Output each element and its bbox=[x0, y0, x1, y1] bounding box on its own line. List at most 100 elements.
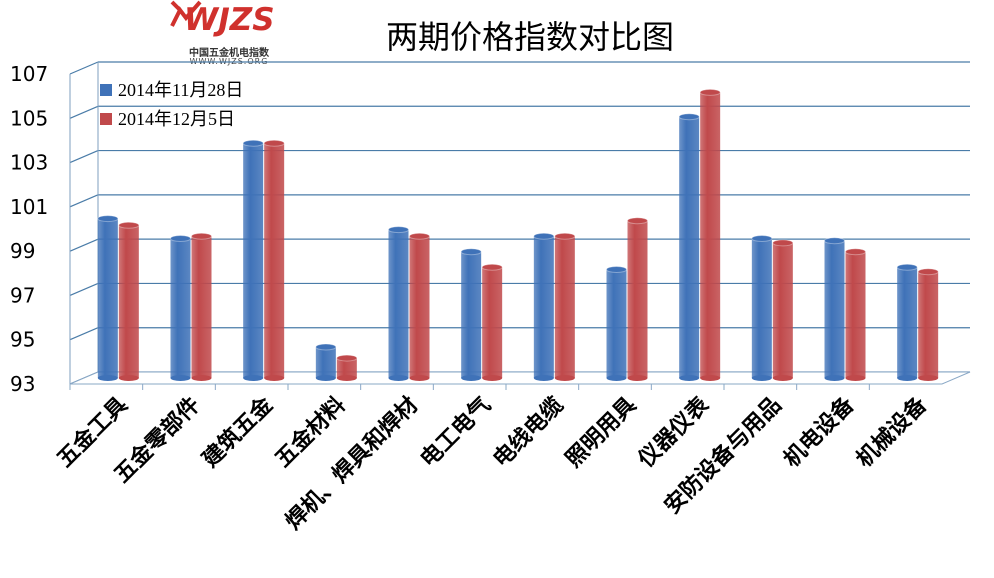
bar-series2-11 bbox=[917, 268, 939, 381]
bar-series1-10 bbox=[824, 237, 845, 381]
bar-base bbox=[243, 375, 264, 381]
bar-base bbox=[191, 375, 212, 381]
bar-series1-9 bbox=[751, 235, 773, 381]
bar-series1-11 bbox=[896, 263, 918, 381]
logo-arrow-icon bbox=[170, 0, 202, 27]
bar-series2-0 bbox=[118, 221, 140, 381]
bar-cap bbox=[699, 88, 721, 96]
bar-body bbox=[482, 267, 503, 378]
bar-body bbox=[336, 358, 357, 378]
bar-series1-8 bbox=[678, 113, 700, 381]
y-tick-label: 99 bbox=[10, 239, 35, 263]
bar-series2-6 bbox=[554, 232, 576, 381]
gridline-side bbox=[69, 282, 99, 296]
bar-series2-4 bbox=[409, 232, 430, 381]
bar-body bbox=[388, 229, 409, 378]
bar-cap bbox=[242, 139, 264, 147]
bar-body bbox=[191, 236, 212, 378]
bar-cap bbox=[118, 221, 140, 229]
bar-body bbox=[409, 236, 430, 378]
bar-base bbox=[897, 375, 918, 381]
bar-cap bbox=[772, 239, 794, 247]
x-category-label: 焊机、焊具和焊材 bbox=[281, 393, 423, 535]
bar-series1-3 bbox=[315, 343, 337, 381]
bar-body bbox=[606, 269, 627, 378]
bar-series2-1 bbox=[191, 232, 212, 381]
bar-base bbox=[315, 375, 336, 381]
bar-cap bbox=[896, 263, 918, 271]
bar-body bbox=[897, 267, 918, 378]
bar-series1-0 bbox=[97, 215, 119, 381]
bar-series2-5 bbox=[481, 263, 503, 381]
legend-label: 2014年12月5日 bbox=[118, 109, 235, 129]
bar-base bbox=[264, 375, 285, 381]
bar-body bbox=[700, 92, 721, 378]
bar-cap bbox=[388, 226, 409, 234]
x-category-label: 电工电气 bbox=[415, 392, 496, 473]
bar-body bbox=[533, 236, 554, 378]
logo-chinese-text: 中国五金机电指数 bbox=[189, 48, 269, 59]
bar-series2-7 bbox=[627, 217, 648, 381]
y-tick-label: 93 bbox=[10, 372, 35, 396]
bar-series1-2 bbox=[242, 139, 264, 381]
x-category-label: 照明用具 bbox=[561, 393, 641, 473]
bar-body bbox=[554, 236, 575, 378]
bar-base bbox=[627, 375, 648, 381]
y-axis-ticks: 93 95 97 99 101 103 105 107 bbox=[10, 62, 48, 396]
bar-series2-2 bbox=[263, 139, 285, 381]
bar-base bbox=[409, 375, 430, 381]
bar-body bbox=[118, 225, 139, 378]
bar-body bbox=[461, 251, 482, 378]
bar-cap bbox=[824, 237, 845, 245]
bar-series2-10 bbox=[845, 248, 866, 381]
x-axis-categories: 五金工具五金零部件建筑五金五金材料焊机、焊具和焊材电工电气电线电缆照明用具仪器仪… bbox=[52, 391, 933, 535]
bar-body bbox=[845, 251, 866, 378]
gridline-side bbox=[69, 61, 99, 75]
legend-label: 2014年11月28日 bbox=[118, 80, 243, 100]
chart-title: 两期价格指数对比图 bbox=[385, 18, 674, 56]
bar-base bbox=[118, 375, 139, 381]
y-tick-label: 95 bbox=[10, 328, 35, 352]
bar-body bbox=[97, 218, 118, 378]
y-tick-label: 101 bbox=[10, 195, 48, 219]
gridline-side bbox=[69, 327, 99, 341]
y-tick-label: 105 bbox=[10, 106, 48, 130]
bar-cap bbox=[460, 248, 482, 256]
bar-body bbox=[824, 240, 845, 378]
bar-body bbox=[170, 238, 191, 378]
gridline-side bbox=[69, 105, 99, 119]
legend-swatch bbox=[100, 84, 112, 96]
bar-series2-9 bbox=[772, 239, 794, 381]
x-category-label: 电线电缆 bbox=[488, 392, 569, 473]
bar-body bbox=[243, 143, 264, 378]
bars bbox=[97, 88, 939, 381]
bar-cap bbox=[191, 232, 212, 240]
bar-body bbox=[751, 238, 772, 378]
legend: 2014年11月28日 2014年12月5日 bbox=[100, 80, 243, 129]
x-category-label: 机械设备 bbox=[851, 391, 932, 472]
bar-cap bbox=[409, 232, 430, 240]
bar-cap bbox=[678, 113, 700, 121]
bar-base bbox=[482, 375, 503, 381]
bar-series1-4 bbox=[388, 226, 409, 381]
bar-base bbox=[461, 375, 482, 381]
bar-base bbox=[824, 375, 845, 381]
bar-base bbox=[679, 375, 700, 381]
y-tick-label: 97 bbox=[10, 283, 35, 307]
bar-cap bbox=[554, 232, 576, 240]
bar-base bbox=[336, 375, 357, 381]
bar-series1-6 bbox=[533, 232, 555, 381]
bar-base bbox=[918, 375, 939, 381]
bar-base bbox=[97, 375, 118, 381]
x-category-label: 建筑五金 bbox=[197, 391, 278, 472]
bar-cap bbox=[917, 268, 939, 276]
bar-cap bbox=[315, 343, 337, 351]
chart-floor bbox=[69, 371, 971, 390]
bar-base bbox=[606, 375, 627, 381]
bar-cap bbox=[751, 235, 773, 242]
bar-cap bbox=[627, 217, 648, 225]
legend-swatch bbox=[100, 113, 112, 125]
bar-series1-7 bbox=[606, 266, 627, 381]
bar-base bbox=[554, 375, 575, 381]
